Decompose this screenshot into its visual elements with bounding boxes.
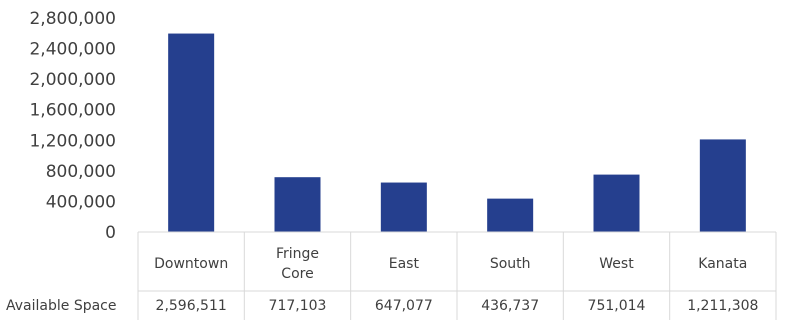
data-table-value: 1,211,308: [687, 298, 758, 314]
y-tick-label: 2,800,000: [29, 9, 116, 29]
data-table-value: 751,014: [588, 298, 646, 314]
x-tick-label: Downtown: [154, 256, 228, 272]
x-tick-label: South: [490, 256, 531, 272]
data-table-row-label: Available Space: [6, 298, 116, 314]
x-tick-label: Kanata: [698, 256, 747, 272]
bar: [274, 177, 321, 232]
data-table-value: 717,103: [269, 298, 327, 314]
data-table: Available Space 2,596,511 717,103 647,077 4…: [6, 298, 758, 314]
y-tick-label: 1,600,000: [29, 101, 116, 121]
x-tick-label: Fringe: [276, 246, 319, 262]
bar: [168, 33, 215, 233]
y-axis: 0 400,000 800,000 1,200,000 1,600,000 2,000,0…: [29, 9, 116, 243]
bar: [380, 182, 427, 232]
y-tick-label: 2,000,000: [29, 70, 116, 90]
y-tick-label: 400,000: [46, 192, 116, 212]
x-tick-label: East: [389, 256, 420, 272]
data-table-value: 647,077: [375, 298, 433, 314]
bar: [593, 174, 640, 232]
bar: [699, 139, 746, 232]
y-tick-label: 1,200,000: [29, 131, 116, 151]
x-axis: Downtown Fringe Core East South West Kanata: [137, 231, 777, 320]
x-tick-label: Core: [281, 266, 313, 282]
x-tick-label: West: [599, 256, 634, 272]
bars: [168, 33, 746, 233]
data-table-value: 2,596,511: [156, 298, 227, 314]
y-tick-label: 2,400,000: [29, 40, 116, 60]
y-tick-label: 800,000: [46, 162, 116, 182]
bar: [487, 198, 534, 232]
data-table-value: 436,737: [481, 298, 539, 314]
y-tick-label: 0: [105, 223, 116, 243]
